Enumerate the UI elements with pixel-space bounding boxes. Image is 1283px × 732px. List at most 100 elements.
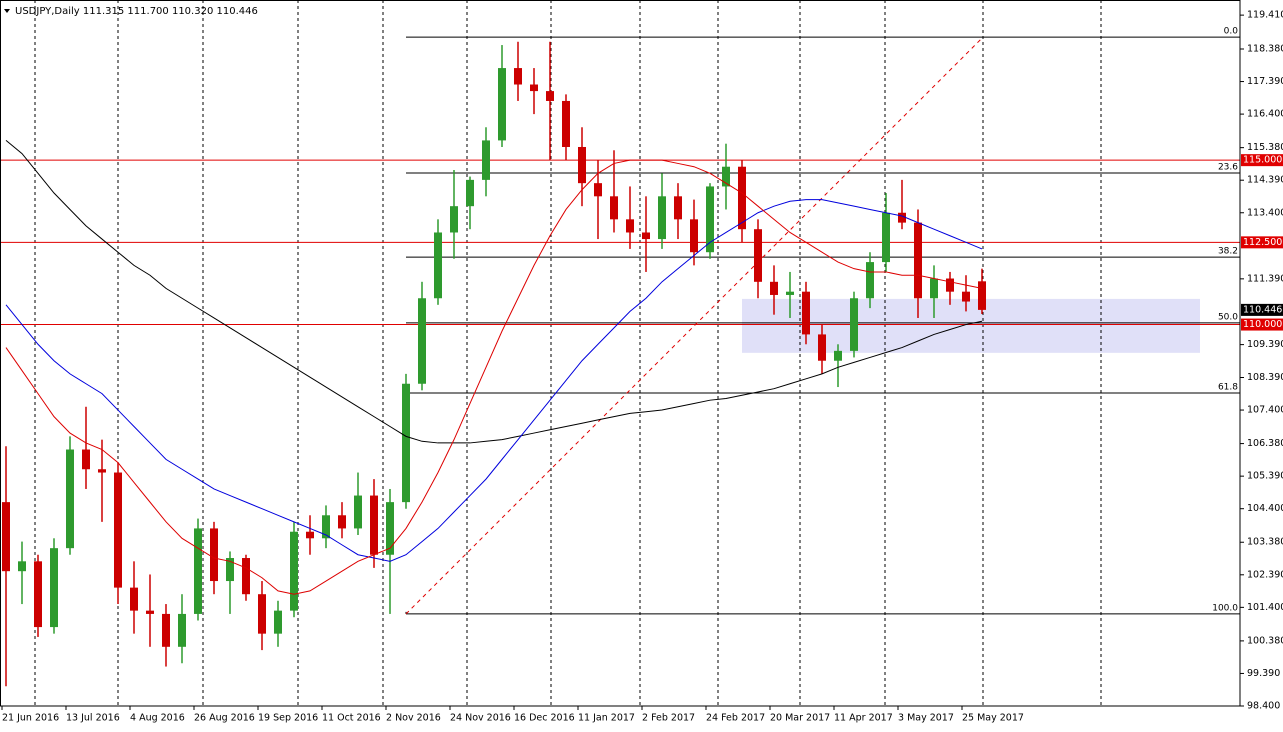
price-line-box	[1241, 318, 1283, 331]
candle-body	[274, 610, 282, 634]
price-line-box	[1241, 154, 1283, 167]
candle-body	[226, 558, 234, 582]
current-price-box	[1241, 303, 1283, 316]
support-zone	[742, 298, 1200, 353]
candle-body	[514, 68, 522, 85]
candle-body	[626, 219, 634, 233]
x-tick-label: 11 Oct 2016	[322, 713, 381, 724]
candle-body	[882, 212, 890, 263]
candle-body	[2, 502, 10, 572]
y-tick-label: 108.390	[1247, 372, 1283, 383]
candle-body	[66, 449, 74, 549]
candle-body	[450, 206, 458, 233]
candle-body	[466, 179, 474, 207]
fib-level-label: 0.0	[1224, 27, 1239, 37]
y-tick-label: 114.390	[1247, 175, 1283, 186]
candle-body	[818, 334, 826, 361]
candle-body	[898, 212, 906, 223]
candle-body	[658, 196, 666, 240]
candle-body	[354, 495, 362, 529]
x-tick-label: 4 Aug 2016	[130, 713, 185, 724]
fib-level-label: 100.0	[1212, 603, 1238, 613]
candle-body	[418, 298, 426, 384]
y-tick-label: 100.380	[1247, 635, 1283, 646]
y-tick-label: 119.410	[1247, 10, 1283, 21]
candle-body	[850, 298, 858, 351]
x-tick-label: 3 May 2017	[898, 713, 954, 724]
y-tick-label: 118.380	[1247, 43, 1283, 54]
x-tick-label: 26 Aug 2016	[194, 713, 255, 724]
x-tick-label: 21 Jun 2016	[2, 713, 59, 724]
candle-body	[162, 613, 170, 647]
candle-body	[178, 613, 186, 647]
price-line-box	[1241, 236, 1283, 249]
moving-average-line	[5, 159, 983, 595]
candle-body	[194, 528, 202, 614]
y-tick-label: 115.380	[1247, 142, 1283, 153]
candle-body	[290, 531, 298, 611]
candle-body	[210, 528, 218, 582]
x-tick-label: 11 Jan 2017	[578, 713, 635, 724]
candle-body	[146, 610, 154, 614]
fib-level-label: 23.6	[1218, 162, 1238, 172]
x-tick-label: 25 May 2017	[962, 713, 1024, 724]
axes-frame	[0, 0, 1241, 707]
candle-body	[50, 548, 58, 628]
y-tick-label: 107.400	[1247, 405, 1283, 416]
y-tick-label: 113.400	[1247, 207, 1283, 218]
y-tick-label: 105.390	[1247, 471, 1283, 482]
candle-body	[482, 140, 490, 180]
candle-body	[834, 350, 842, 361]
candle-body	[18, 561, 26, 572]
y-tick-label: 117.390	[1247, 76, 1283, 87]
fib-level-label: 38.2	[1218, 247, 1238, 257]
y-tick-label: 104.400	[1247, 503, 1283, 514]
x-tick-label: 19 Sep 2016	[258, 713, 318, 724]
candle-body	[594, 183, 602, 197]
x-tick-label: 2 Nov 2016	[386, 713, 441, 724]
price-line-label: 112.500	[1243, 237, 1282, 248]
candle-body	[338, 515, 346, 529]
current-price-label: 110.446	[1243, 304, 1282, 315]
candle-body	[386, 502, 394, 555]
x-tick-label: 24 Feb 2017	[706, 713, 765, 724]
candle-body	[946, 278, 954, 292]
y-tick-label: 101.400	[1247, 602, 1283, 613]
candle-body	[402, 383, 410, 503]
y-tick-label: 102.390	[1247, 569, 1283, 580]
candle-body	[258, 594, 266, 634]
x-tick-label: 16 Dec 2016	[514, 713, 575, 724]
fib-level-label: 50.0	[1218, 312, 1238, 322]
x-tick-label: 24 Nov 2016	[450, 713, 511, 724]
price-line-label: 115.000	[1243, 155, 1282, 166]
candle-body	[930, 278, 938, 299]
fib-level-label: 61.8	[1218, 382, 1238, 392]
y-tick-label: 98.400	[1247, 701, 1280, 712]
candle-body	[962, 291, 970, 302]
moving-average-line	[5, 140, 983, 444]
y-tick-label: 111.390	[1247, 273, 1283, 284]
moving-average-line	[5, 199, 983, 562]
candle-body	[690, 219, 698, 253]
symbol-menu-arrow[interactable]	[4, 9, 10, 13]
candle-body	[98, 469, 106, 473]
candle-body	[706, 186, 714, 253]
candle-body	[770, 281, 778, 295]
y-tick-label: 116.400	[1247, 109, 1283, 120]
candle-body	[610, 196, 618, 220]
candle-body	[786, 291, 794, 295]
candle-body	[114, 472, 122, 588]
candle-body	[322, 515, 330, 539]
candle-body	[642, 232, 650, 240]
candle-body	[754, 229, 762, 282]
candle-body	[738, 166, 746, 230]
candle-body	[562, 100, 570, 147]
candle-body	[34, 561, 42, 628]
candle-body	[722, 166, 730, 187]
price-line-label: 110.000	[1243, 319, 1282, 330]
chart-header: USDJPY,Daily 111.315 111.700 110.320 110…	[15, 6, 258, 17]
candle-body	[578, 146, 586, 184]
candle-body	[914, 222, 922, 299]
